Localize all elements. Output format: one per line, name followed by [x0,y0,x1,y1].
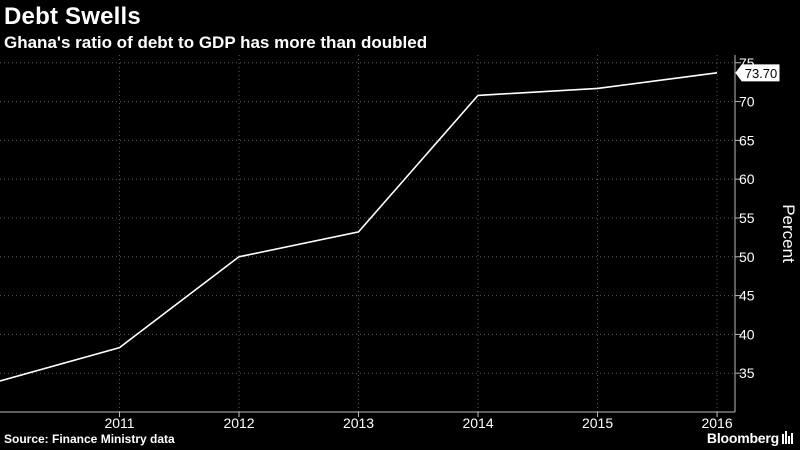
y-tick-label: 55 [739,210,755,226]
x-tick-label: 2015 [582,415,613,431]
x-tick-label: 2016 [701,415,732,431]
series-line [0,72,718,382]
x-tick-label: 2012 [223,415,254,431]
y-tick-label: 65 [739,132,755,148]
brand-logo: Bloomberg [707,430,794,446]
chart-title: Debt Swells [4,3,141,30]
brand-name: Bloomberg [706,430,779,446]
last-value-badge [735,64,780,82]
y-tick-label: 60 [739,171,755,187]
source-note: Source: Finance Ministry data [4,432,175,446]
bloomberg-bars-icon [782,431,793,444]
y-tick-label: 45 [739,288,755,304]
y-tick-label: 35 [739,365,755,381]
x-tick-label: 2011 [104,415,134,431]
chart-subtitle: Ghana's ratio of debt to GDP has more th… [4,33,428,52]
y-tick-label: 50 [739,249,755,265]
y-tick-label: 70 [739,94,755,110]
y-axis-label: Percent [779,204,798,263]
x-tick-label: 2013 [343,415,374,431]
x-tick-label: 2014 [462,415,493,431]
y-tick-label: 40 [739,326,755,342]
last-value-label: 73.70 [745,66,778,81]
